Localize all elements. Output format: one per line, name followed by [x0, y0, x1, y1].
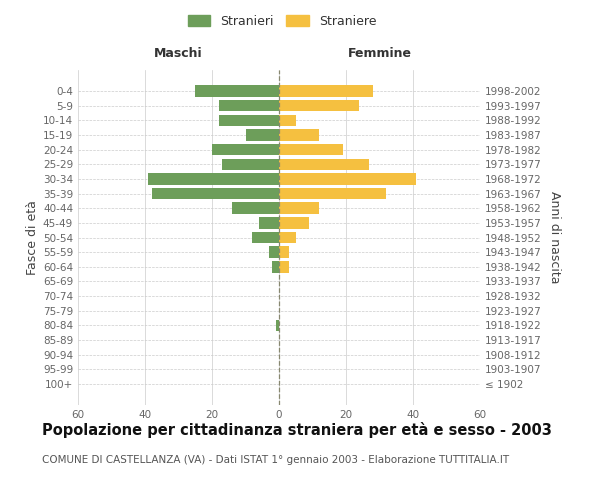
- Bar: [148, 173, 279, 184]
- Y-axis label: Fasce di età: Fasce di età: [26, 200, 39, 275]
- Text: Femmine: Femmine: [347, 47, 412, 60]
- Bar: [279, 144, 343, 156]
- Bar: [279, 232, 296, 243]
- Bar: [279, 158, 370, 170]
- Bar: [279, 246, 289, 258]
- Bar: [222, 158, 279, 170]
- Y-axis label: Anni di nascita: Anni di nascita: [548, 191, 561, 284]
- Bar: [212, 144, 279, 156]
- Bar: [269, 246, 279, 258]
- Bar: [152, 188, 279, 199]
- Bar: [218, 114, 279, 126]
- Text: Maschi: Maschi: [154, 47, 203, 60]
- Bar: [195, 85, 279, 96]
- Bar: [279, 202, 319, 214]
- Bar: [279, 85, 373, 96]
- Bar: [279, 217, 309, 228]
- Bar: [279, 129, 319, 140]
- Bar: [245, 129, 279, 140]
- Text: Popolazione per cittadinanza straniera per età e sesso - 2003: Popolazione per cittadinanza straniera p…: [42, 422, 552, 438]
- Bar: [279, 188, 386, 199]
- Bar: [259, 217, 279, 228]
- Bar: [218, 100, 279, 112]
- Text: COMUNE DI CASTELLANZA (VA) - Dati ISTAT 1° gennaio 2003 - Elaborazione TUTTITALI: COMUNE DI CASTELLANZA (VA) - Dati ISTAT …: [42, 455, 509, 465]
- Bar: [252, 232, 279, 243]
- Bar: [272, 261, 279, 272]
- Bar: [279, 114, 296, 126]
- Bar: [279, 173, 416, 184]
- Bar: [232, 202, 279, 214]
- Bar: [279, 100, 359, 112]
- Bar: [275, 320, 279, 331]
- Legend: Stranieri, Straniere: Stranieri, Straniere: [184, 11, 380, 32]
- Bar: [279, 261, 289, 272]
